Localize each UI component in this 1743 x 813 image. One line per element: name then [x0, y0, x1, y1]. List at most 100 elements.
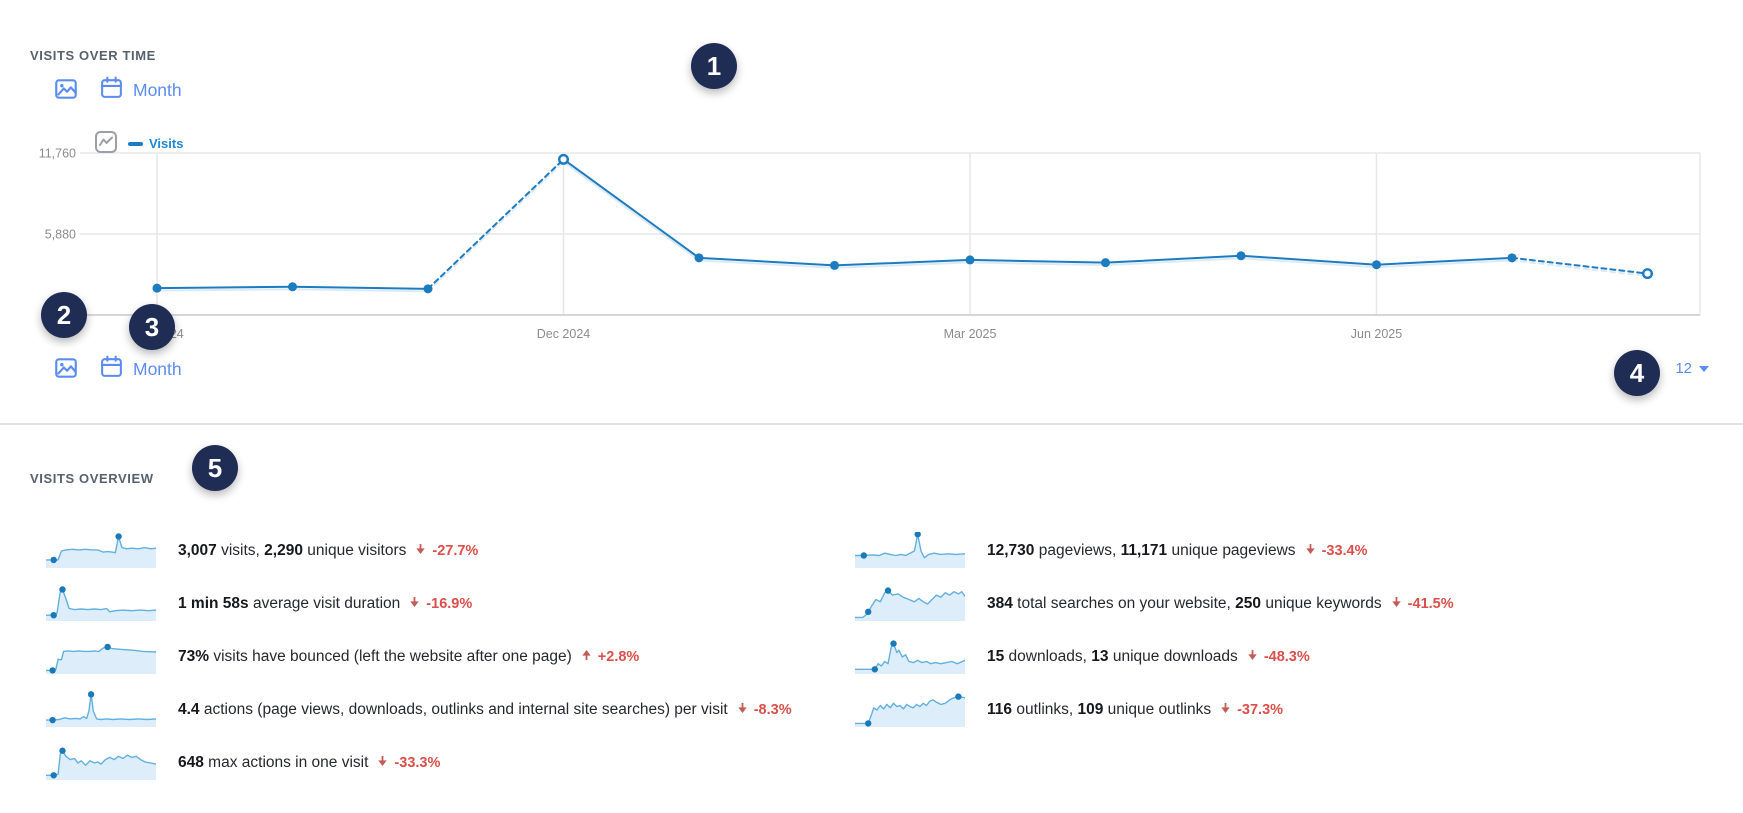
metric-delta: -37.3% — [1220, 701, 1283, 719]
metric-label: actions (page views, downloads, outlinks… — [199, 700, 728, 718]
line-chart-icon — [94, 130, 118, 157]
metric-value: 1 min 58s — [178, 594, 249, 612]
chevron-down-icon — [1699, 365, 1709, 372]
annotation-badge-5: 5 — [192, 445, 238, 491]
period-label: Month — [133, 79, 182, 100]
metric-delta: -27.7% — [415, 542, 478, 560]
sparkline-chart[interactable] — [45, 585, 157, 623]
metric-label: max actions in one visit — [203, 753, 369, 771]
metric-label: downloads, — [1004, 647, 1092, 665]
annotation-badge-1: 1 — [691, 43, 737, 89]
metric-label: outlinks, — [1012, 700, 1078, 718]
delta-percent: +2.8% — [597, 648, 640, 665]
metric-label: average visit duration — [248, 594, 401, 612]
metric-row: 73% visits have bounced (left the websit… — [45, 630, 792, 683]
metric-row: 12,730 pageviews, 11,171 unique pageview… — [854, 524, 1454, 577]
metric-row: 384 total searches on your website, 250 … — [854, 577, 1454, 630]
metric-value: 12,730 — [987, 541, 1035, 559]
metric-text: 648 max actions in one visit — [178, 754, 368, 772]
metric-text: 384 total searches on your website, 250 … — [987, 595, 1382, 613]
section-divider — [0, 423, 1743, 425]
metric-row: 116 outlinks, 109 unique outlinks -37.3% — [854, 683, 1454, 736]
metric-value: 4.4 — [178, 700, 200, 718]
metric-value: 2,290 — [264, 541, 303, 559]
delta-percent: -8.3% — [753, 701, 792, 718]
sparkline-chart[interactable] — [45, 638, 157, 676]
period-selector-top[interactable]: Month — [99, 75, 182, 105]
arrow-down-icon — [1391, 595, 1402, 613]
chart-type-button[interactable] — [94, 130, 118, 157]
metric-label: visits, — [216, 541, 265, 559]
metric-value: 73% — [178, 647, 210, 665]
export-image-button-bottom[interactable] — [53, 355, 79, 384]
delta-percent: -48.3% — [1263, 648, 1310, 665]
metric-text: 12,730 pageviews, 11,171 unique pageview… — [987, 542, 1296, 560]
sparkline-chart[interactable] — [45, 532, 157, 570]
visits-over-time-title: VISITS OVER TIME — [30, 47, 156, 63]
row-limit-dropdown[interactable]: 12 — [1675, 360, 1709, 377]
metric-text: 3,007 visits, 2,290 unique visitors — [178, 542, 406, 560]
sparkline-chart[interactable] — [45, 690, 157, 729]
metric-label: pageviews, — [1034, 541, 1121, 559]
metric-text: 4.4 actions (page views, downloads, outl… — [178, 701, 728, 719]
metric-delta: -33.3% — [377, 754, 440, 772]
metric-row: 15 downloads, 13 unique downloads -48.3% — [854, 630, 1454, 683]
calendar-icon — [99, 354, 124, 384]
arrow-down-icon — [1247, 648, 1258, 666]
metric-text: 1 min 58s average visit duration — [178, 595, 400, 613]
metric-label: unique keywords — [1261, 594, 1382, 612]
sparkline-chart[interactable] — [45, 744, 157, 782]
calendar-icon — [99, 75, 124, 105]
svg-text:Mar 2025: Mar 2025 — [944, 327, 997, 341]
delta-percent: -37.3% — [1237, 701, 1284, 718]
legend-series-label: Visits — [149, 136, 184, 151]
metric-value: 250 — [1235, 594, 1262, 612]
svg-text:Jun 2025: Jun 2025 — [1351, 327, 1402, 341]
svg-text:5,880: 5,880 — [45, 228, 76, 242]
metric-row: 3,007 visits, 2,290 unique visitors -27.… — [45, 524, 792, 577]
arrow-down-icon — [377, 754, 388, 772]
metric-value: 3,007 — [178, 541, 217, 559]
metric-value: 13 — [1091, 647, 1109, 665]
metric-label: unique outlinks — [1103, 700, 1212, 718]
arrow-down-icon — [415, 542, 426, 560]
sparkline-chart[interactable] — [854, 530, 966, 570]
arrow-down-icon — [1220, 701, 1231, 719]
arrow-up-icon — [581, 648, 592, 666]
metric-text: 73% visits have bounced (left the websit… — [178, 648, 572, 666]
delta-percent: -41.5% — [1407, 595, 1454, 612]
arrow-down-icon — [737, 701, 748, 719]
legend-series-dash — [128, 141, 143, 146]
period-label: Month — [133, 358, 182, 379]
metric-delta: -33.4% — [1305, 542, 1368, 560]
delta-percent: -33.3% — [394, 754, 441, 771]
visits-overview-title: VISITS OVERVIEW — [30, 470, 154, 486]
period-selector-bottom[interactable]: Month — [99, 354, 182, 384]
chart-legend: Visits — [94, 130, 183, 157]
metric-value: 116 — [987, 700, 1013, 718]
metric-row: 648 max actions in one visit -33.3% — [45, 736, 792, 789]
sparkline-chart[interactable] — [854, 691, 966, 729]
overview-right-column: 12,730 pageviews, 11,171 unique pageview… — [854, 524, 1454, 736]
image-export-icon — [53, 76, 79, 105]
metric-value: 648 — [178, 753, 204, 771]
export-image-button[interactable] — [53, 76, 79, 105]
metric-delta: +2.8% — [581, 648, 640, 666]
chart-controls-top: Month — [53, 76, 182, 104]
metric-label: unique visitors — [302, 541, 407, 559]
annotation-badge-2: 2 — [41, 292, 87, 338]
legend-item-visits[interactable]: Visits — [128, 136, 183, 151]
metric-value: 109 — [1077, 700, 1104, 718]
annotation-badge-3: 3 — [129, 304, 175, 350]
metric-row: 4.4 actions (page views, downloads, outl… — [45, 683, 792, 736]
overview-left-column: 3,007 visits, 2,290 unique visitors -27.… — [45, 524, 792, 789]
image-export-icon — [53, 355, 79, 384]
sparkline-chart[interactable] — [854, 585, 966, 623]
svg-text:11,760: 11,760 — [39, 147, 76, 161]
metric-value: 15 — [987, 647, 1005, 665]
sparkline-chart[interactable] — [854, 638, 966, 676]
delta-percent: -33.4% — [1321, 542, 1368, 559]
metric-delta: -41.5% — [1391, 595, 1454, 613]
